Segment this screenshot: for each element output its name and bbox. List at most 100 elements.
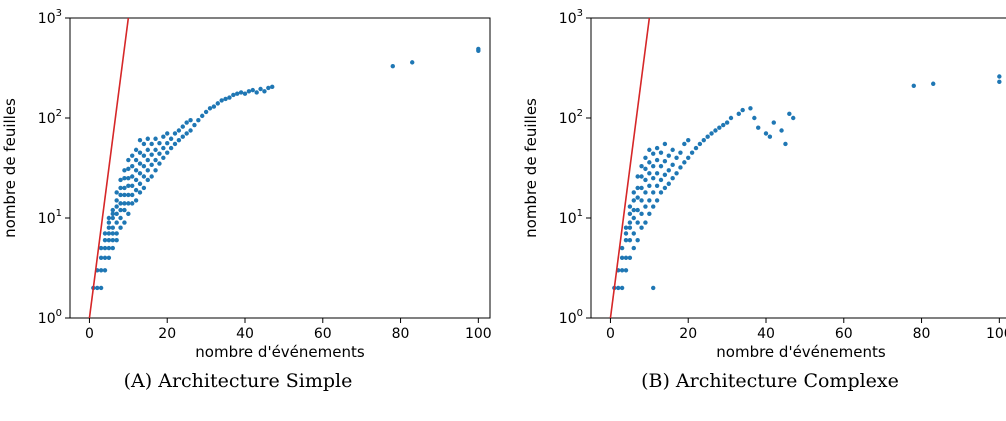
y-tick-exponent: 2 [56,108,62,119]
data-point [122,185,127,191]
data-point [647,183,652,188]
y-tick-label: 101 [38,208,62,227]
data-point [141,141,147,147]
data-point [145,177,150,183]
data-point [180,124,185,129]
data-point [266,85,271,91]
data-point [114,198,119,203]
data-point [106,231,112,236]
data-point [647,147,652,153]
data-point [141,153,147,158]
data-point [619,268,625,273]
x-axis-label: nombre d'événements [716,343,886,361]
data-point [106,237,112,243]
data-points [91,46,481,291]
data-point [639,185,644,191]
data-point [176,128,182,133]
data-point [740,107,745,113]
data-point [627,225,633,230]
data-point [157,161,162,166]
data-point [157,140,162,146]
data-point [145,157,150,163]
data-point [106,220,112,225]
x-tick-label: 80 [392,326,410,342]
data-point [122,192,127,198]
data-point [102,268,108,273]
data-point [635,195,640,200]
y-tick-label: 100 [559,308,583,327]
chart-panel-a: 0 20 40 60 80 100 100 101 102 103 nombre d'événeme… [1,8,492,392]
data-point [619,245,625,251]
data-point [748,106,753,111]
data-point [662,172,668,178]
data-point [215,101,220,106]
data-point [110,207,115,213]
data-point [643,166,648,172]
data-point [631,207,636,213]
y-tick-exponent: 3 [56,8,62,19]
data-point [106,215,112,221]
data-point [643,204,648,209]
data-point [238,90,244,95]
data-point [771,120,776,125]
data-point [122,220,127,225]
data-point [126,201,131,206]
data-point [114,204,119,209]
y-tick-base: 10 [559,111,577,127]
data-point [623,237,629,243]
y-tick-base: 10 [38,311,56,327]
data-point [137,161,143,166]
data-point [133,168,139,173]
data-point [651,190,656,195]
data-point [767,134,773,139]
data-point [258,86,263,92]
data-point [631,215,636,221]
data-point [654,145,660,151]
y-tick-exponent: 0 [577,308,583,319]
data-point [662,185,668,191]
data-point [254,90,259,95]
x-tick-label: 60 [314,326,332,342]
data-point [627,237,633,243]
data-point [635,185,640,191]
data-point [118,185,123,191]
data-point [713,128,718,133]
data-point [145,147,150,153]
plot-frame [69,17,491,319]
data-point [180,134,185,139]
y-tick-exponent: 0 [56,308,62,319]
y-tick-base: 10 [38,11,56,27]
data-point [130,174,135,179]
data-point [223,96,228,102]
data-point [246,89,252,94]
data-point [118,177,123,183]
data-point [670,176,675,181]
data-point [137,171,143,176]
x-tick-label: 60 [835,326,853,342]
data-point [130,183,135,188]
data-point [623,255,629,260]
data-points [612,74,1002,291]
data-point [686,137,691,143]
data-point [133,187,139,193]
data-point [662,141,668,147]
data-point [619,285,625,291]
data-point [651,151,656,156]
data-point [118,207,123,213]
y-tick-exponent: 2 [577,108,583,119]
data-point [783,141,788,147]
x-tick-label: 80 [913,326,931,342]
data-point [270,84,275,90]
data-point [196,118,201,123]
data-point [153,136,158,141]
data-point [122,207,127,213]
data-point [666,153,671,158]
y-tick-label: 102 [559,108,583,127]
data-point [791,115,796,121]
data-point [165,150,170,155]
x-tick-label: 40 [757,326,775,342]
data-point [114,220,119,225]
y-tick-label: 103 [559,8,583,27]
data-point [631,190,636,195]
data-point [631,245,636,251]
